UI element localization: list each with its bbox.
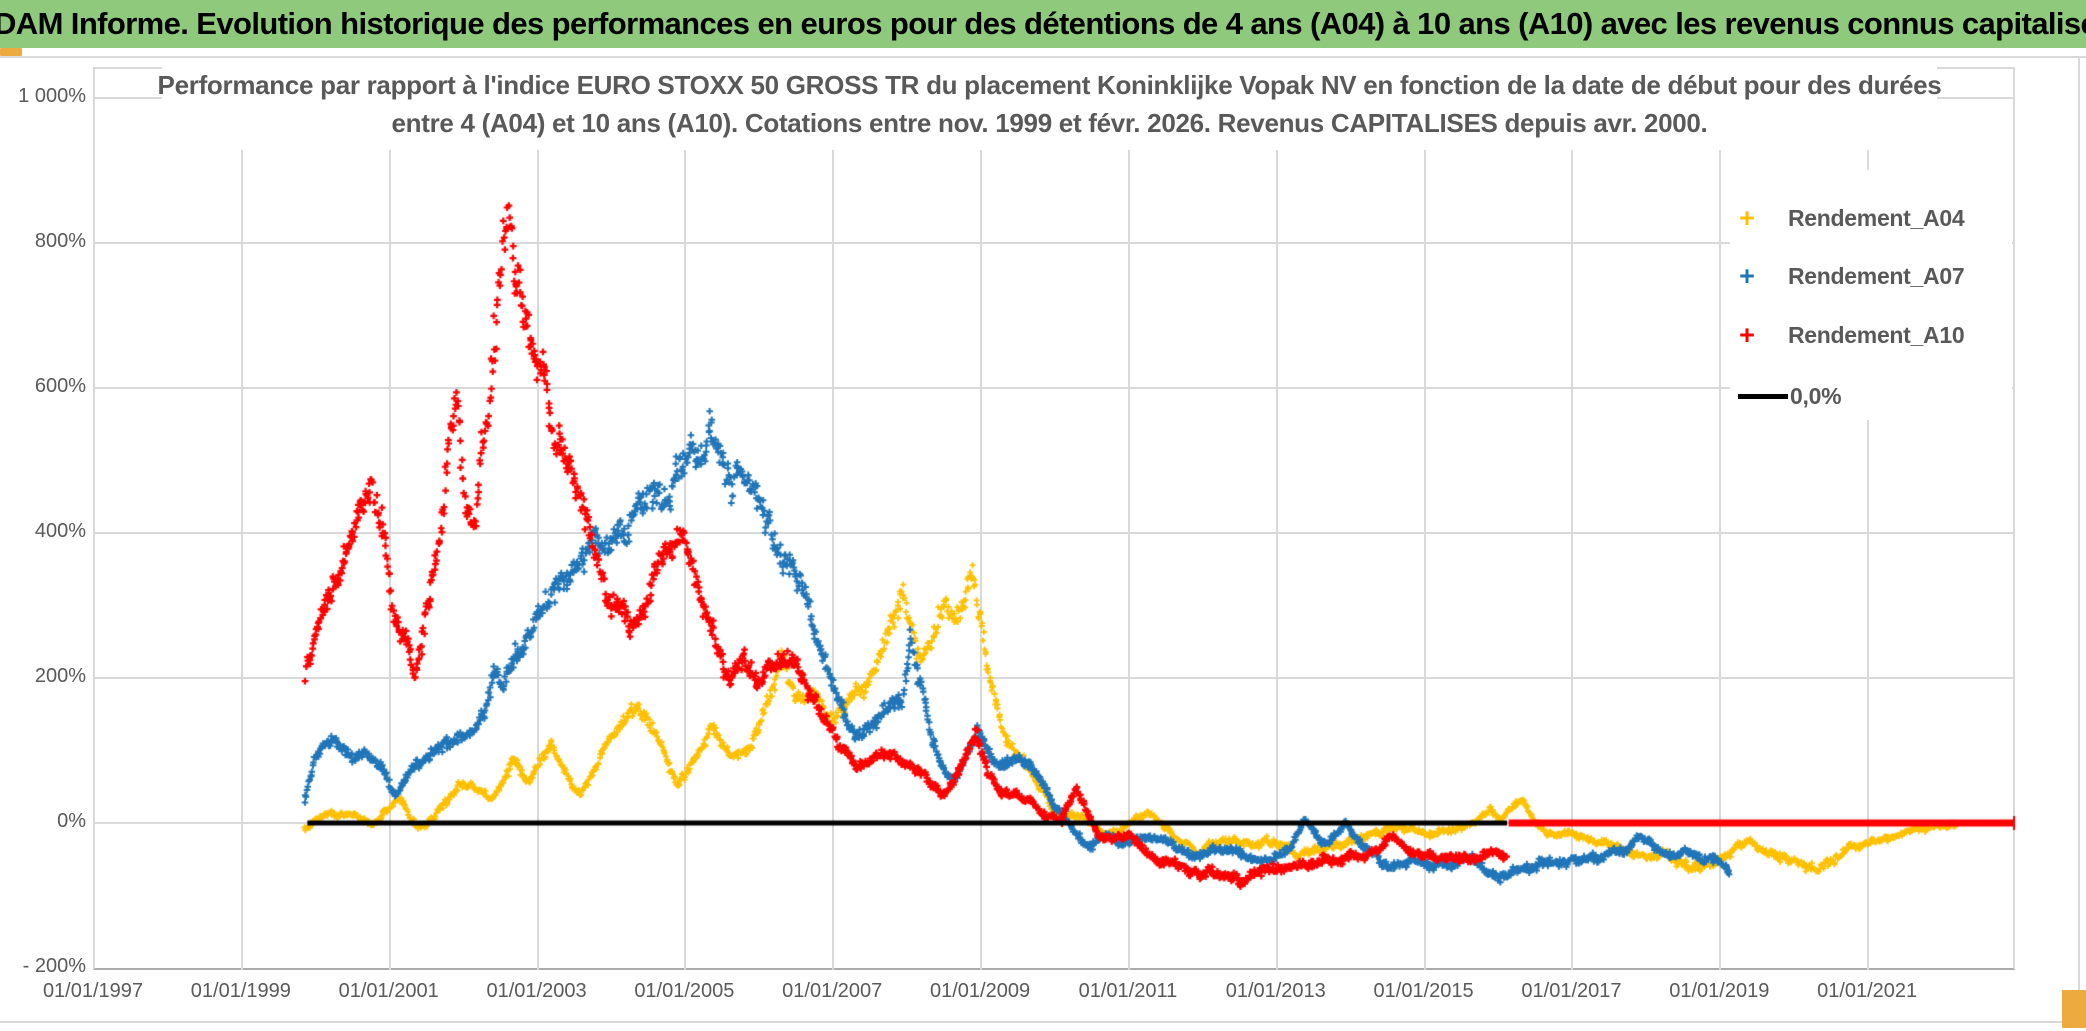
legend-line-marker-icon [1738, 393, 1788, 399]
legend-label: 0,0% [1790, 382, 1842, 409]
legend-plus-marker-icon: + [1739, 319, 1755, 350]
legend-plus-marker-icon: + [1739, 202, 1755, 233]
legend-item-rendement-a10[interactable]: + Rendement_A10 [1730, 313, 2012, 357]
legend[interactable]: + Rendement_A04 + Rendement_A07 + Rendement_A… [1730, 170, 2012, 420]
legend-item-rendement-a07[interactable]: + Rendement_A07 [1730, 254, 2012, 298]
legend-label: Rendement_A04 [1788, 204, 1965, 231]
legend-label: Rendement_A07 [1788, 262, 1965, 289]
legend-label: Rendement_A10 [1788, 321, 1965, 348]
chart-title-line2: entre 4 (A04) et 10 ans (A10). Cotations… [391, 108, 1708, 138]
legend-item-rendement-a04[interactable]: + Rendement_A04 [1730, 196, 2012, 240]
legend-plus-marker-icon: + [1739, 260, 1755, 291]
chart-title: Performance par rapport à l'indice EURO … [158, 58, 1942, 150]
chart-title-line1: Performance par rapport à l'indice EURO … [157, 70, 1942, 100]
legend-item-0-0-[interactable]: 0,0% [1730, 374, 2012, 418]
